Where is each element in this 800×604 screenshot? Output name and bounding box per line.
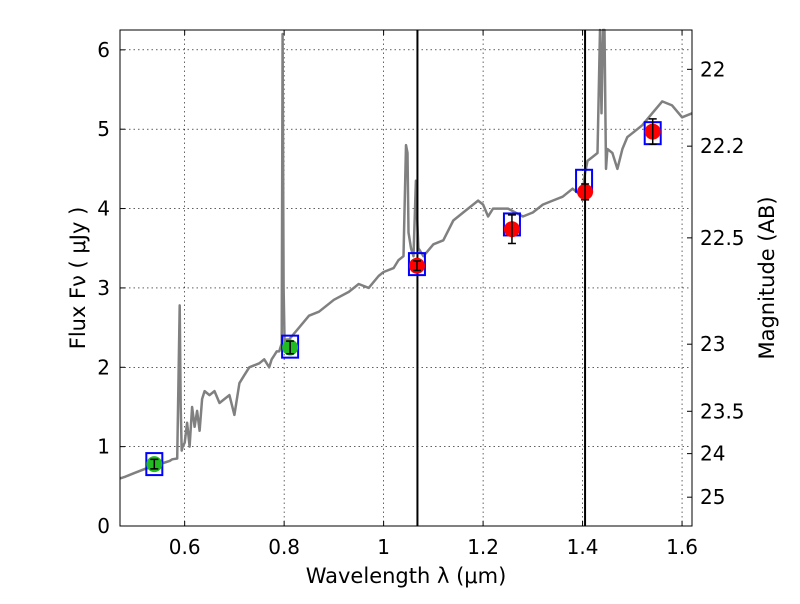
x-tick-label: 1.4 (567, 535, 599, 559)
y-tick-label: 4 (97, 197, 110, 221)
x-tick-label: 0.8 (268, 535, 300, 559)
observed-photometry (146, 118, 661, 473)
right-tick-label: 25 (700, 485, 725, 509)
x-tick-label: 1.2 (467, 535, 499, 559)
right-tick-label: 22.2 (700, 134, 745, 158)
y-tick-label: 1 (97, 435, 110, 459)
y-tick-label: 0 (97, 514, 110, 538)
vertical-lines (416, 30, 587, 526)
right-axis-label: Magnitude (AB) (755, 196, 779, 359)
model-photometry-square (281, 334, 300, 359)
y-tick-label: 2 (97, 355, 110, 379)
ticks: 0.6 0.8 1 1.2 1.4 1.601234562222.222.52323.52… (97, 30, 745, 559)
model-spectrum-line (119, 28, 693, 480)
right-tick-label: 23 (700, 332, 725, 356)
x-tick-label: 1 (377, 535, 390, 559)
x-axis-label: Wavelength λ (μm) (306, 564, 507, 588)
right-tick-label: 23.5 (700, 399, 745, 423)
y-axis-label: Flux Fν ( μJy ) (66, 207, 90, 350)
model-photometry-square (407, 252, 426, 277)
x-tick-label: 0.6 (169, 535, 201, 559)
right-tick-label: 24 (700, 442, 725, 466)
y-tick-label: 3 (97, 276, 110, 300)
y-tick-label: 6 (97, 38, 110, 62)
plot-frame (119, 29, 693, 527)
x-tick-label: 1.6 (666, 535, 698, 559)
grid (120, 30, 692, 526)
y-tick-label: 5 (97, 117, 110, 141)
spectrum-layer (119, 28, 693, 480)
right-tick-label: 22.5 (700, 226, 745, 250)
right-tick-label: 22 (700, 57, 725, 81)
